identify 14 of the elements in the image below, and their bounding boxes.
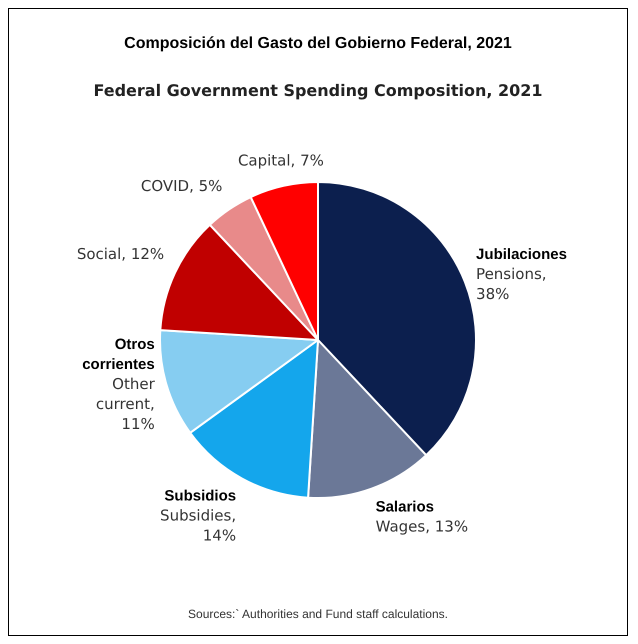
slice-label: Otros corrientes xyxy=(82,336,155,374)
slice-label: Subsidios xyxy=(164,488,236,505)
slice-label: Jubilaciones xyxy=(476,246,567,264)
data-label: COVID, 5% xyxy=(140,176,222,195)
chart-title: Composición del Gasto del Gobierno Federal, 2021 xyxy=(123,35,513,53)
data-label: Social, 12% xyxy=(76,245,164,264)
data-label: Other current, 11% xyxy=(96,374,156,433)
data-label: Pensions, 38% xyxy=(476,264,547,303)
source-note: Sources:` Authorities and Fund staff calculations. xyxy=(187,607,449,621)
slice-label: Salarios xyxy=(376,498,434,516)
data-label: Capital, 7% xyxy=(238,151,324,170)
chart-subtitle: Federal Government Spending Composition, 2021 xyxy=(92,81,544,100)
data-label: Wages, 13% xyxy=(376,517,468,536)
data-label: Subsidies, 14% xyxy=(160,506,236,544)
